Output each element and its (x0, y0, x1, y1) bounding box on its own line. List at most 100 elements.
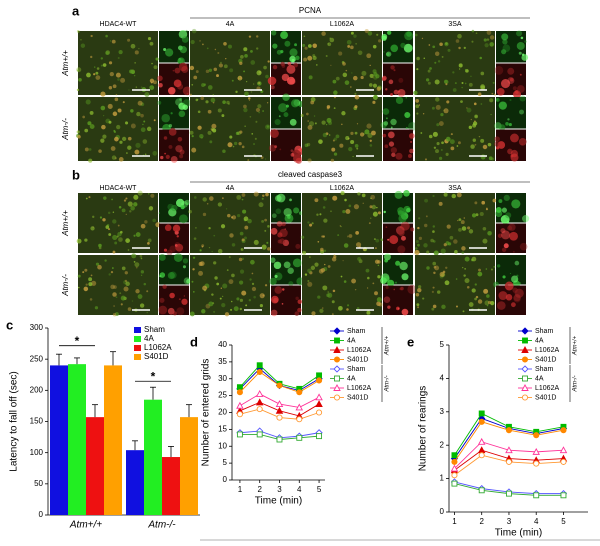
cell (334, 96, 336, 99)
column-label: 3SA (448, 185, 462, 192)
cell (115, 296, 118, 298)
cell (456, 192, 462, 198)
cell (505, 294, 513, 301)
cell (383, 121, 389, 126)
cell (261, 244, 267, 250)
cell (138, 48, 140, 50)
cell (191, 147, 197, 153)
cell (501, 33, 509, 41)
cell (399, 261, 408, 271)
cell (113, 305, 115, 307)
marker (296, 434, 303, 441)
cell (342, 209, 346, 214)
cell (407, 284, 417, 294)
cell (91, 280, 97, 286)
cell (202, 285, 208, 291)
cell (295, 55, 300, 61)
bar (68, 364, 86, 515)
cell (354, 288, 357, 291)
cell (486, 304, 489, 307)
cell (127, 145, 132, 150)
legend-label: L1062A (535, 347, 559, 354)
cell (354, 105, 358, 109)
cell (289, 198, 292, 202)
cell (333, 255, 337, 259)
cell (282, 288, 285, 291)
cell (376, 86, 381, 91)
cell (400, 42, 406, 48)
cell (371, 130, 376, 136)
cell (241, 198, 244, 201)
cell (355, 231, 359, 235)
cell (444, 41, 449, 47)
cell (372, 83, 378, 88)
cell (264, 218, 268, 222)
cell (497, 141, 506, 149)
cell (270, 85, 275, 90)
x-tick-label: 1 (238, 485, 243, 494)
cell (373, 238, 376, 241)
cell (229, 135, 233, 139)
cell (239, 61, 243, 65)
cell (177, 136, 183, 142)
cell (168, 208, 177, 217)
cell (399, 226, 402, 228)
cell (463, 217, 466, 219)
cell (417, 285, 422, 289)
cell (108, 120, 112, 124)
cell (362, 202, 364, 205)
cell (487, 230, 492, 236)
cell (434, 61, 437, 64)
cell (366, 310, 371, 315)
cell (192, 290, 195, 293)
cell (146, 290, 149, 293)
cell (353, 75, 358, 81)
cell (372, 100, 376, 104)
panel-title: PCNA (299, 6, 322, 15)
cell (227, 44, 232, 49)
row-label: Atm-/- (61, 274, 70, 297)
cell (390, 44, 399, 53)
cell (356, 123, 359, 125)
cell (472, 123, 477, 128)
cell (209, 196, 214, 201)
cell (241, 145, 245, 149)
cell (266, 241, 269, 244)
cell (382, 275, 390, 283)
cell (458, 63, 463, 68)
cell (350, 139, 355, 145)
cell (258, 82, 261, 85)
cell (390, 147, 397, 154)
cell (216, 282, 220, 286)
cell (417, 306, 420, 309)
cell (468, 125, 473, 130)
cell (518, 51, 522, 55)
cell (330, 158, 335, 163)
cell (247, 218, 252, 224)
cell (253, 239, 259, 245)
cell (158, 305, 168, 315)
marker (316, 433, 323, 440)
cell (200, 136, 203, 139)
cell (370, 197, 372, 200)
micrograph (496, 31, 526, 63)
cell (166, 249, 173, 256)
cell (240, 55, 244, 59)
cell (372, 77, 374, 79)
cell (134, 50, 139, 55)
y-tick-label: 4 (440, 374, 445, 383)
cell (398, 229, 405, 237)
cell (142, 123, 144, 126)
marker (315, 393, 323, 401)
cell (252, 83, 255, 85)
cell (191, 280, 194, 283)
cell (471, 288, 476, 293)
cell (345, 136, 350, 141)
cell (356, 147, 359, 150)
cell (400, 286, 404, 291)
cell (397, 307, 400, 310)
cell (148, 193, 150, 195)
y-axis-label: Latency to fall off (sec) (9, 371, 20, 471)
cell (424, 158, 428, 161)
cell (112, 250, 116, 254)
